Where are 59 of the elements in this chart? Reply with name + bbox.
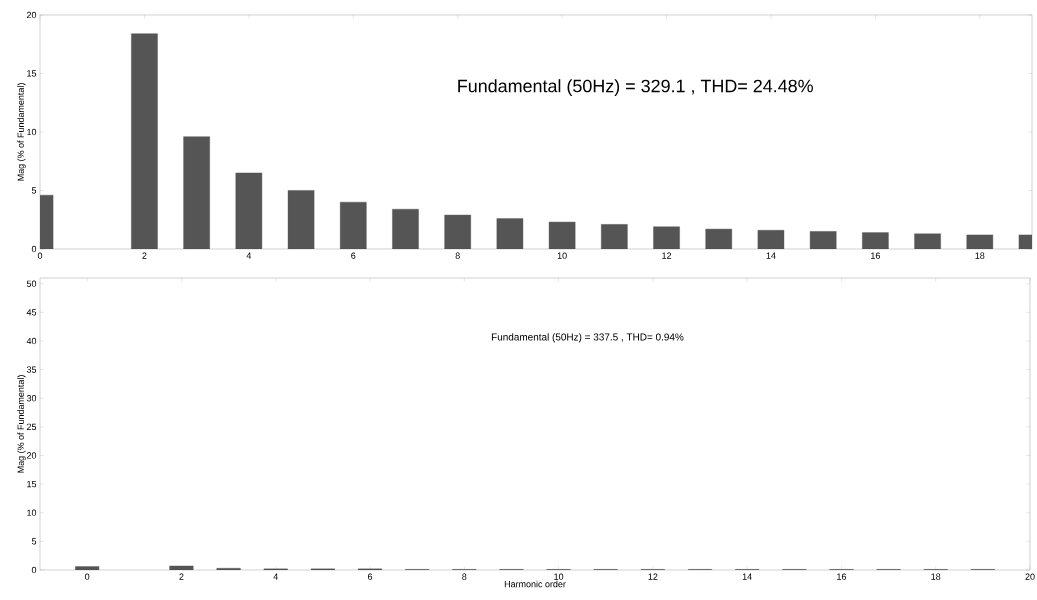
bar: [757, 230, 785, 249]
y-tick-label: 50: [26, 280, 37, 287]
x-tick-label: 4: [246, 252, 252, 259]
bar: [340, 201, 367, 249]
bar: [809, 231, 837, 249]
x-tick-label: 14: [742, 573, 752, 580]
x-axis-title: Harmonic order: [504, 580, 566, 588]
y-tick-label: 15: [27, 70, 37, 77]
bar: [496, 218, 524, 249]
bar: [653, 226, 680, 249]
bar: [444, 214, 471, 249]
y-tick-label: 25: [26, 423, 37, 431]
y-tick-label: 30: [26, 395, 37, 402]
bar: [548, 221, 576, 249]
x-tick-label: 16: [837, 573, 847, 580]
bar: [131, 33, 158, 249]
x-tick-label: 14: [766, 252, 776, 259]
x-tick-label: 12: [662, 252, 672, 259]
y-tick-label: 15: [27, 480, 37, 488]
x-tick-label: 20: [1025, 573, 1035, 580]
x-tick-label: 12: [648, 573, 658, 580]
bar: [914, 233, 941, 249]
y-tick-label: 40: [26, 337, 37, 345]
x-tick-label: 10: [554, 573, 564, 580]
y-tick-label: 0: [31, 245, 37, 253]
y-tick-label: 5: [31, 538, 37, 545]
bar: [392, 209, 419, 249]
bar: [235, 172, 263, 249]
x-tick-label: 6: [351, 252, 356, 259]
x-tick-label: 16: [871, 252, 880, 259]
bar: [287, 190, 315, 249]
y-tick-label: 35: [26, 366, 37, 373]
bar: [183, 136, 210, 249]
bar: [705, 228, 732, 249]
x-tick-label: 18: [975, 252, 985, 259]
annotation: Fundamental (50Hz) = 337.5 , THD= 0.94%: [491, 333, 684, 343]
y-tick-label: 10: [27, 509, 37, 516]
x-tick-label: 0: [37, 252, 43, 259]
y-tick-label: 0: [31, 566, 37, 574]
y-tick-label: 10: [27, 128, 37, 136]
x-tick-label: 8: [462, 573, 467, 580]
x-tick-label: 10: [557, 252, 567, 259]
x-tick-label: 6: [367, 573, 373, 580]
x-tick-label: 2: [179, 573, 184, 580]
x-tick-label: 8: [455, 252, 460, 259]
bar: [862, 232, 889, 249]
x-tick-label: 0: [85, 573, 90, 580]
y-tick-label: 20: [26, 452, 37, 459]
y-tick-label: 20: [26, 11, 37, 19]
y-axis-title: Mag (% of Fundamental): [17, 83, 26, 181]
annotation: Fundamental (50Hz) = 329.1 , THD= 24.48%: [458, 79, 813, 96]
y-axis-title: Mag (% of Fundamental): [17, 375, 26, 473]
bar: [966, 234, 994, 249]
y-tick-label: 45: [26, 309, 37, 316]
x-tick-label: 2: [142, 252, 147, 259]
bar: [601, 224, 628, 249]
y-tick-label: 5: [31, 187, 37, 194]
x-tick-label: 4: [273, 573, 278, 580]
x-tick-label: 18: [931, 573, 941, 580]
